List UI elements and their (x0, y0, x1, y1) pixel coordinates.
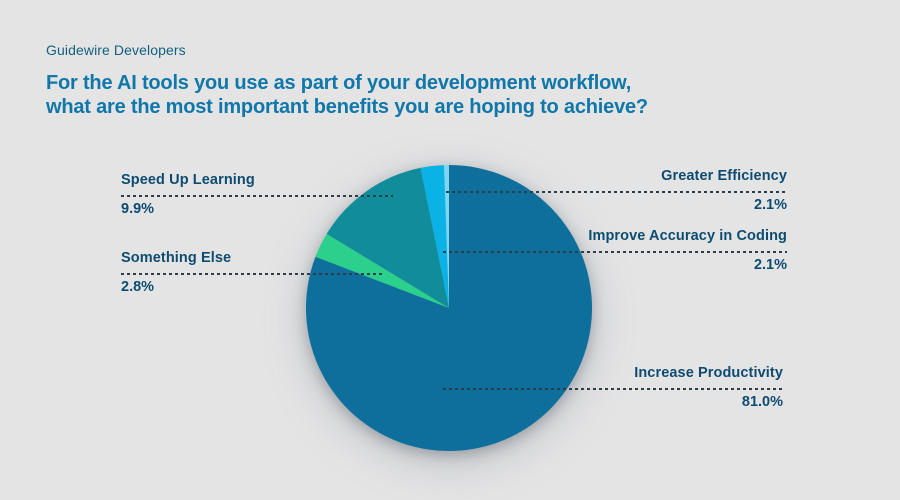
callout-greater-efficiency: Greater Efficiency 2.1% (446, 167, 787, 214)
pie-slice-improve-accuracy-in-coding (420, 165, 449, 308)
callout-percent: 81.0% (741, 394, 783, 410)
leader-line (446, 191, 787, 193)
title-line-2: what are the most important benefits you… (46, 96, 648, 118)
pie-slice-increase-productivity (306, 165, 593, 451)
eyebrow-label: Guidewire Developers (46, 42, 186, 58)
pie-slice-speed-up-learning (326, 167, 449, 308)
callout-speed-up-learning: Speed Up Learning 9.9% (121, 171, 393, 218)
callout-label: Something Else (121, 250, 232, 266)
leader-line (121, 195, 393, 197)
callout-label: Increase Productivity (634, 365, 783, 381)
pie-chart (306, 165, 593, 451)
leader-line (443, 251, 787, 253)
leader-line (121, 273, 383, 275)
pie-chart-container (299, 158, 599, 458)
leader-line (443, 388, 783, 390)
callout-improve-accuracy-in-coding: Improve Accuracy in Coding 2.1% (443, 227, 787, 274)
callout-label: Speed Up Learning (121, 172, 255, 188)
pie-slice-greater-efficiency (444, 165, 449, 308)
title-line-1: For the AI tools you use as part of your… (46, 72, 632, 94)
pie-slice-something-else (315, 233, 449, 308)
callout-label: Improve Accuracy in Coding (588, 228, 787, 244)
callout-percent: 2.1% (753, 257, 787, 273)
callout-label: Greater Efficiency (661, 168, 787, 184)
callout-something-else: Something Else 2.8% (121, 249, 383, 296)
callout-increase-productivity: Increase Productivity 81.0% (443, 364, 783, 411)
callout-percent: 9.9% (121, 201, 155, 217)
page-title: For the AI tools you use as part of your… (46, 71, 648, 119)
callout-percent: 2.8% (121, 279, 155, 295)
callout-percent: 2.1% (753, 197, 787, 213)
